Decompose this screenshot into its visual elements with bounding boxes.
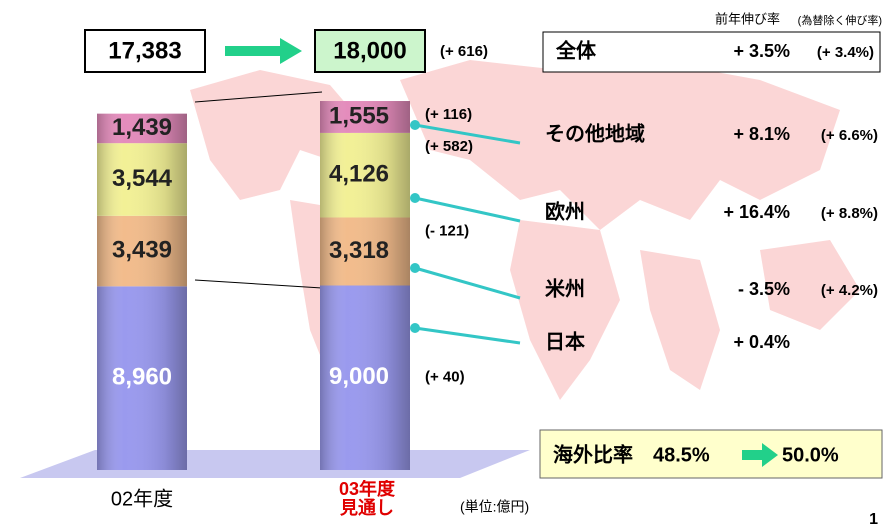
overseas-to: 50.0% xyxy=(782,444,839,466)
arrow xyxy=(742,443,778,467)
bar-shade xyxy=(320,217,410,286)
growth-header-note: (為替除く伸び率) xyxy=(798,13,882,27)
total-box xyxy=(314,29,426,73)
leader-line xyxy=(414,326,521,345)
category-label: 02年度 xyxy=(111,487,173,510)
value-label: 9,000 xyxy=(329,363,389,390)
value-label: 8,960 xyxy=(112,364,172,391)
leader-line xyxy=(414,196,521,223)
change-label: (+ 40) xyxy=(425,369,465,386)
overseas-label: 海外比率 xyxy=(553,442,633,466)
region-growth-ex: (+ 8.8%) xyxy=(821,205,878,222)
value-label: 4,126 xyxy=(329,161,389,188)
change-label: (- 121) xyxy=(425,222,469,239)
bar-shade xyxy=(320,285,410,470)
leader-dot xyxy=(410,120,420,130)
region-growth-ex: (+ 4.2%) xyxy=(821,282,878,299)
overseas-box xyxy=(539,429,883,479)
category-label: 03年度見通し xyxy=(338,480,396,518)
leader-dot xyxy=(410,193,420,203)
overall-name: 全体 xyxy=(555,38,597,62)
leader-dot xyxy=(410,323,420,333)
total-label: 17,383 xyxy=(108,37,181,64)
category-label-box: 03年度見通し xyxy=(338,480,396,518)
unit: (単位:億円) xyxy=(460,499,529,515)
value-label: 1,439 xyxy=(112,114,172,141)
connector xyxy=(194,279,323,289)
total-box xyxy=(84,29,206,73)
leader-dot xyxy=(410,263,420,273)
total-change: (+ 616) xyxy=(440,43,488,60)
bar-shade xyxy=(320,101,410,133)
value-label: 3,439 xyxy=(112,236,172,263)
total-label: 18,000 xyxy=(333,37,406,64)
growth-header: 前年伸び率 xyxy=(715,11,780,26)
leader-line xyxy=(414,266,521,300)
bar-shade xyxy=(97,215,187,287)
change-label: (+ 116) xyxy=(425,106,472,123)
value-label: 3,318 xyxy=(329,237,389,264)
overall-box xyxy=(542,31,881,73)
bar-shade xyxy=(97,143,187,216)
page-number: 1 xyxy=(869,511,878,528)
region-growth: + 0.4% xyxy=(733,332,790,352)
region-name: その他地域 xyxy=(545,121,645,145)
bar-shade xyxy=(97,286,187,470)
bar-shade xyxy=(320,132,410,218)
change-label: (+ 582) xyxy=(425,138,473,155)
floor xyxy=(20,450,530,478)
region-growth: + 8.1% xyxy=(733,124,790,144)
value-label: 1,555 xyxy=(329,102,389,129)
region-growth: + 16.4% xyxy=(723,202,790,222)
bar-shade xyxy=(97,113,187,144)
region-growth: - 3.5% xyxy=(738,279,790,299)
overseas-from: 48.5% xyxy=(653,444,710,466)
leader-line xyxy=(414,123,521,145)
region-name: 欧州 xyxy=(545,199,585,223)
overall-growth-ex: (+ 3.4%) xyxy=(817,44,874,61)
arrow xyxy=(225,38,302,64)
region-name: 日本 xyxy=(545,330,585,353)
value-label: 3,544 xyxy=(112,165,173,192)
overall-growth: + 3.5% xyxy=(733,41,790,61)
connector xyxy=(194,91,323,103)
region-name: 米州 xyxy=(545,277,585,300)
region-growth-ex: (+ 6.6%) xyxy=(821,127,878,144)
